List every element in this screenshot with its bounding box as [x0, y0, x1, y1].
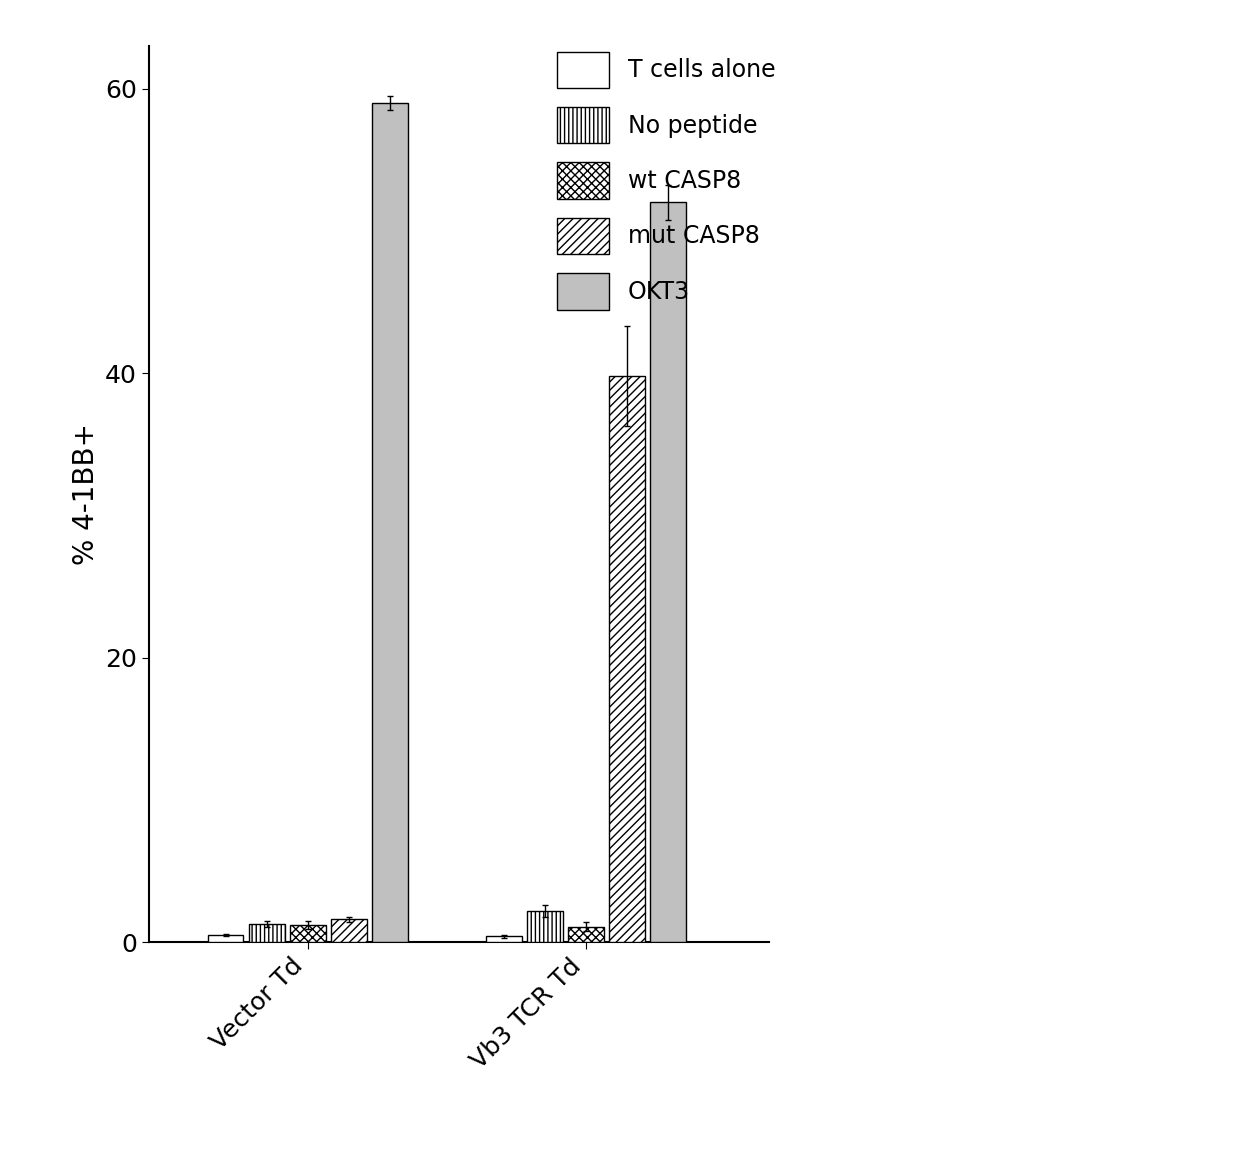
Bar — [249, 924, 284, 942]
Bar — [207, 935, 243, 942]
Legend: T cells alone, No peptide, wt CASP8, mut CASP8, OKT3: T cells alone, No peptide, wt CASP8, mut… — [546, 40, 787, 322]
Bar — [290, 925, 326, 942]
Bar — [331, 919, 367, 942]
Bar — [650, 202, 686, 942]
Bar — [609, 376, 645, 942]
Y-axis label: % 4-1BB+: % 4-1BB+ — [72, 423, 99, 565]
Bar — [486, 936, 522, 942]
Bar — [372, 103, 408, 942]
Bar — [527, 911, 563, 942]
Bar — [568, 926, 604, 942]
